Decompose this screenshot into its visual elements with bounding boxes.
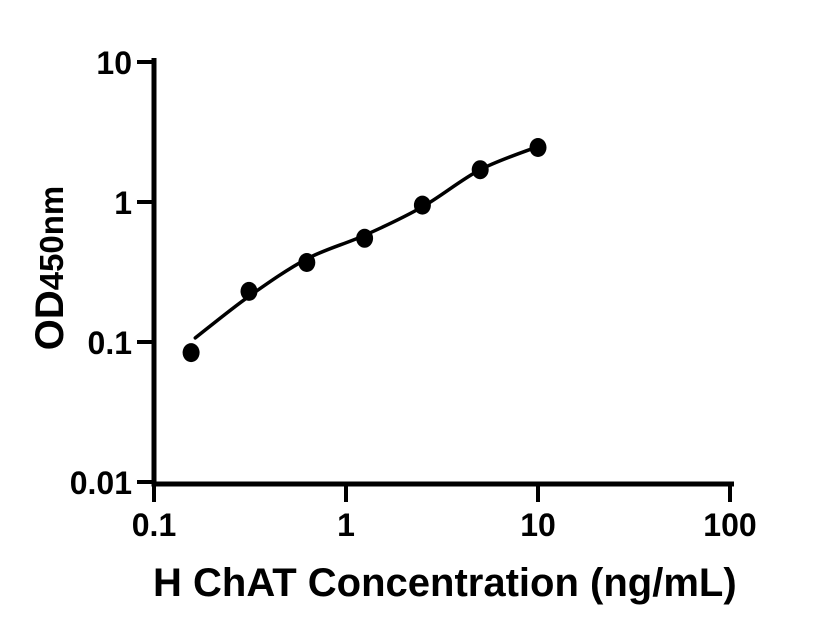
- y-axis-title-main: OD: [28, 290, 72, 351]
- data-point-marker: [356, 228, 374, 248]
- axis-lines: [151, 58, 734, 487]
- x-tick-label: 10: [520, 507, 556, 543]
- y-tick-label: 0.01: [70, 465, 132, 501]
- data-point-marker: [182, 343, 200, 363]
- y-tick-label: 1: [114, 185, 132, 221]
- y-axis-title-sub: 450nm: [33, 185, 70, 291]
- data-point-marker: [413, 195, 431, 215]
- x-tick-label: 100: [703, 507, 756, 543]
- y-axis-title: OD450nm: [28, 185, 72, 351]
- x-axis-title: H ChAT Concentration (ng/mL): [153, 561, 737, 605]
- x-tick-label: 1: [337, 507, 355, 543]
- x-tick-label: 0.1: [132, 507, 176, 543]
- data-point-marker: [529, 138, 547, 157]
- y-tick-label: 10: [96, 45, 132, 81]
- data-point-marker: [471, 160, 489, 180]
- y-tick-label: 0.1: [88, 325, 132, 361]
- data-point-marker: [298, 253, 316, 272]
- data-point-marker: [240, 281, 258, 301]
